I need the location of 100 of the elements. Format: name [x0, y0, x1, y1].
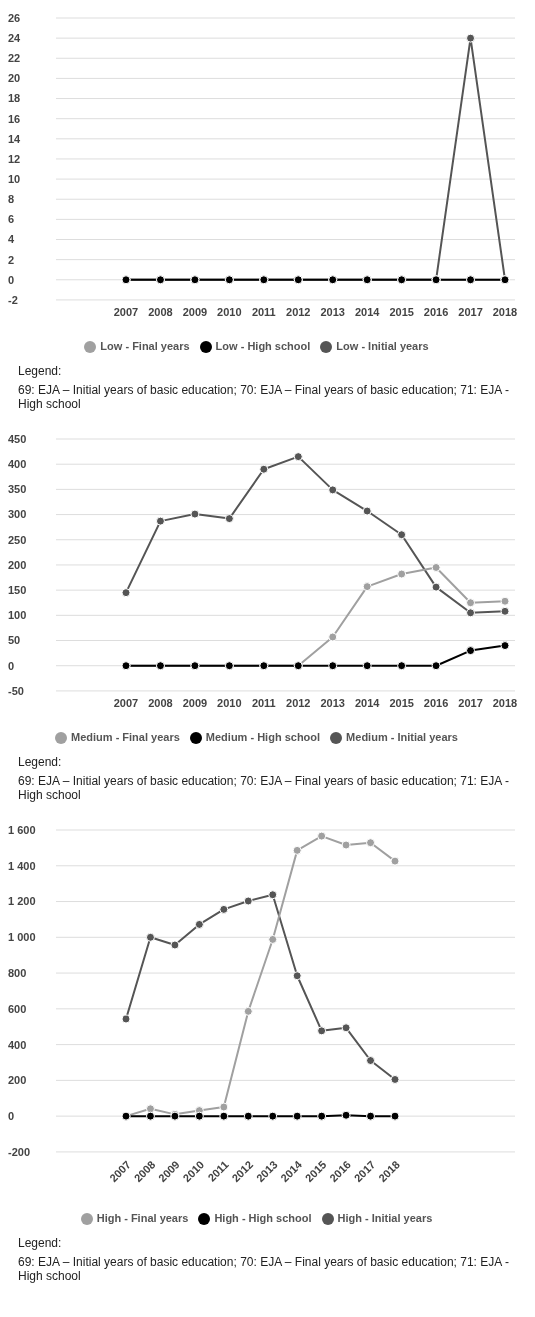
point: [328, 485, 338, 495]
point: [500, 641, 510, 651]
point: [366, 1111, 376, 1121]
x-tick-label: 2012: [286, 696, 311, 709]
point: [292, 971, 302, 981]
point: [341, 1023, 351, 1033]
y-tick-label: 100: [8, 609, 27, 622]
point: [397, 661, 407, 671]
point: [243, 1006, 253, 1016]
x-tick-label: 2010: [217, 696, 242, 709]
y-tick-label: 800: [8, 966, 27, 979]
point: [268, 890, 278, 900]
x-tick-label: 2015: [389, 696, 414, 709]
point: [397, 569, 407, 579]
point: [466, 646, 476, 656]
point: [243, 1111, 253, 1121]
x-tick-label: 2018: [492, 696, 518, 709]
point: [121, 1014, 131, 1024]
y-tick-label: 1 200: [8, 895, 36, 908]
y-tick-label: 200: [8, 558, 27, 571]
point: [219, 904, 229, 914]
point: [194, 919, 204, 929]
x-tick-label: 2011: [251, 305, 276, 318]
point: [328, 632, 338, 642]
y-tick-label: 0: [8, 1110, 15, 1123]
point: [431, 582, 441, 592]
x-tick-label: 2017: [458, 305, 483, 318]
point: [190, 509, 200, 519]
point: [366, 838, 376, 848]
y-tick-label: 0: [8, 273, 15, 286]
y-tick-label: -2: [8, 293, 18, 306]
x-tick-label: 2008: [148, 696, 173, 709]
point: [431, 661, 441, 671]
x-tick-label: 2009: [182, 305, 208, 318]
x-tick-label: 2016: [423, 696, 449, 709]
point: [500, 596, 510, 606]
x-tick-label: 2012: [286, 305, 311, 318]
point: [500, 606, 510, 616]
point: [362, 506, 372, 516]
point: [317, 1111, 327, 1121]
x-tick-label: 2017: [458, 696, 483, 709]
legend-label: Low - Final years: [100, 339, 190, 352]
point: [317, 1026, 327, 1036]
legend-label: Medium - Final years: [71, 730, 180, 743]
x-tick-label: 2009: [182, 696, 208, 709]
point: [224, 514, 234, 524]
y-tick-label: 16: [8, 112, 21, 125]
y-tick-label: 600: [8, 1002, 27, 1015]
point: [341, 840, 351, 850]
y-tick-label: -50: [8, 684, 24, 697]
point: [219, 1102, 229, 1112]
point: [121, 588, 131, 598]
y-tick-label: 250: [8, 533, 27, 546]
y-tick-label: 150: [8, 584, 27, 597]
x-tick-label: 2015: [389, 305, 414, 318]
x-tick-label: 2007: [113, 696, 139, 709]
point: [194, 1111, 204, 1121]
legend-label: Medium - High school: [205, 730, 321, 743]
y-tick-label: 22: [8, 52, 21, 65]
point: [366, 1056, 376, 1066]
legend-label: High - High school: [214, 1211, 312, 1224]
legend-label: Low - Initial years: [336, 339, 429, 352]
y-tick-label: 400: [8, 1038, 27, 1051]
point: [292, 1111, 302, 1121]
x-tick-label: 2008: [148, 305, 173, 318]
point: [317, 831, 327, 841]
x-tick-label: 2013: [320, 305, 345, 318]
point: [362, 661, 372, 671]
text: 69: EJA – Initial years of basic education; 70: EJA – Final years of basic education; 71: EJA - High school: [18, 774, 510, 802]
x-tick-label: 2014: [354, 305, 381, 318]
y-tick-label: 1 400: [8, 859, 36, 872]
point: [362, 582, 372, 592]
point: [145, 932, 155, 942]
point: [292, 845, 302, 855]
point: [390, 856, 400, 866]
point: [466, 598, 476, 608]
y-tick-label: 400: [8, 458, 27, 471]
y-tick-label: 6: [8, 213, 15, 226]
x-tick-label: 2018: [492, 305, 518, 318]
y-tick-label: 200: [8, 1074, 27, 1087]
y-tick-label: 10: [8, 172, 21, 185]
point: [219, 1111, 229, 1121]
text: Legend:: [18, 364, 63, 378]
x-tick-label: 2016: [423, 305, 449, 318]
point: [293, 452, 303, 462]
y-tick-label: -200: [8, 1145, 31, 1158]
legend-label: High - Initial years: [337, 1211, 433, 1224]
x-tick-label: 2010: [217, 305, 242, 318]
y-tick-label: 4: [8, 233, 15, 246]
point: [268, 1111, 278, 1121]
point: [243, 896, 253, 906]
y-tick-label: 450: [8, 432, 27, 445]
y-tick-label: 1 600: [8, 823, 36, 836]
x-tick-label: 2014: [354, 696, 381, 709]
point: [397, 530, 407, 540]
y-tick-label: 20: [8, 72, 21, 85]
y-tick-label: 18: [8, 92, 21, 105]
legend-label: High - Final years: [96, 1211, 189, 1224]
point: [155, 516, 165, 526]
x-tick-label: 2011: [251, 696, 276, 709]
